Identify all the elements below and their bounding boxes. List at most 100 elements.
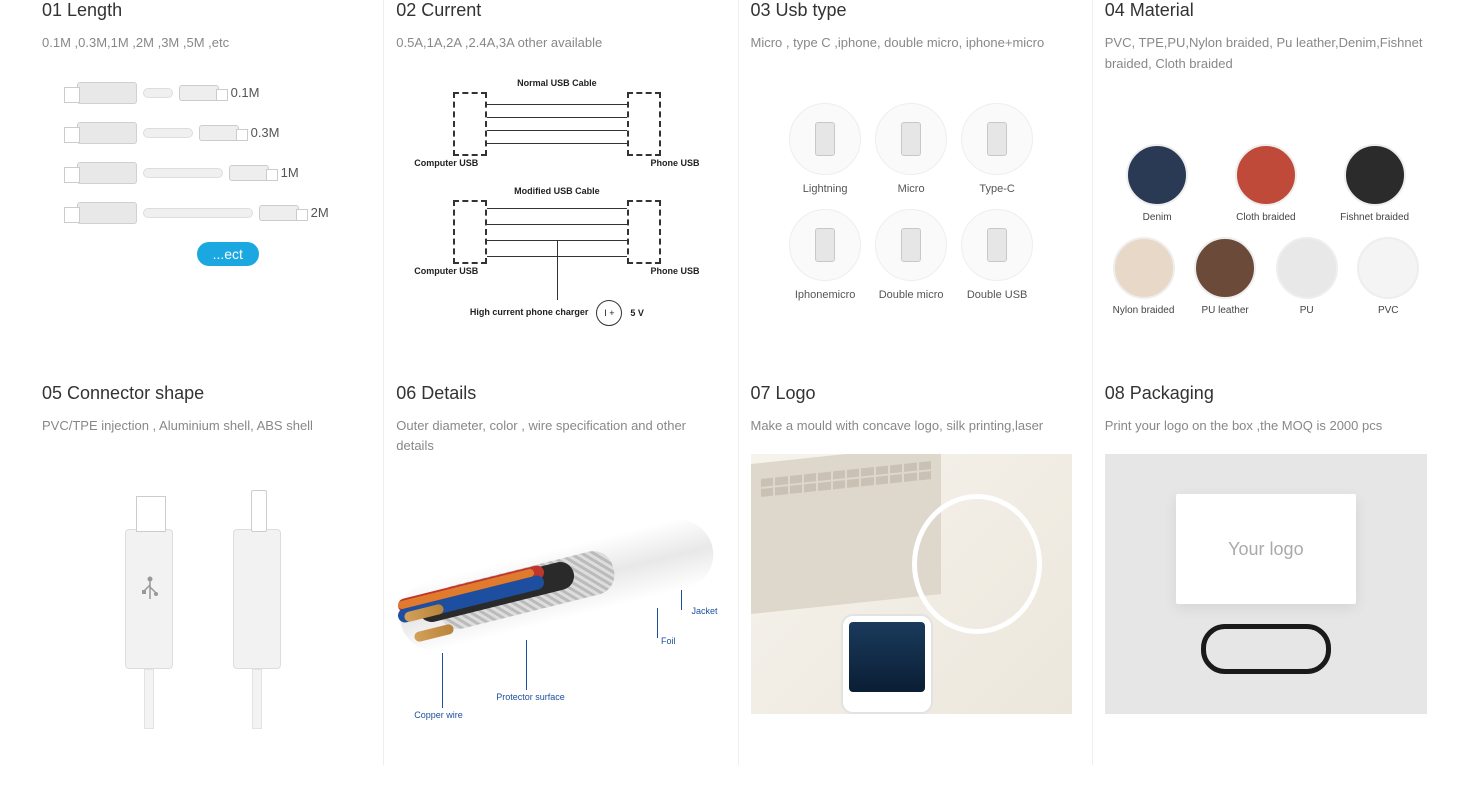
diagram-top-label: Normal USB Cable	[396, 78, 717, 88]
cable-segment	[143, 88, 173, 98]
material-swatch-icon	[1357, 237, 1419, 299]
callout-foil: Foil	[661, 636, 676, 646]
usb-plug-icon	[77, 202, 137, 224]
card-title: 07 Logo	[751, 383, 1072, 404]
usb-connector-icon	[961, 103, 1033, 175]
callout-jacket: Jacket	[691, 606, 717, 616]
callout-copper: Copper wire	[414, 710, 463, 720]
card-length: 01 Length 0.1M ,0.3M,1M ,2M ,3M ,5M ,etc…	[30, 0, 384, 383]
card-packaging: 08 Packaging Print your logo on the box …	[1093, 383, 1447, 766]
material-label: Nylon braided	[1105, 305, 1183, 316]
length-label: 1M	[281, 165, 299, 180]
card-title: 04 Material	[1105, 0, 1427, 21]
card-material: 04 Material PVC, TPE,PU,Nylon braided, P…	[1093, 0, 1447, 383]
card-title: 01 Length	[42, 0, 363, 21]
usb-plug-icon	[77, 122, 137, 144]
usb-type-item: Type-C	[961, 103, 1033, 195]
cable-length-row: 1M	[77, 162, 299, 184]
usb-type-label: Lightning	[789, 183, 861, 195]
card-desc: PVC/TPE injection , Aluminium shell, ABS…	[42, 416, 363, 437]
length-label: 0.1M	[231, 85, 260, 100]
material-item: Cloth braided	[1214, 144, 1319, 223]
card-title: 05 Connector shape	[42, 383, 363, 404]
current-diagram: Normal USB Cable Computer USB Phone USB …	[396, 72, 717, 332]
length-illustration: 0.1M 0.3M 1M 2M ...ect	[42, 72, 363, 332]
details-illustration: Jacket Foil Protector surface Copper wir…	[396, 475, 717, 735]
spec-grid: 01 Length 0.1M ,0.3M,1M ,2M ,3M ,5M ,etc…	[0, 0, 1477, 765]
coiled-cable-icon	[1201, 624, 1331, 674]
material-swatch-icon	[1344, 144, 1406, 206]
usb-type-label: Micro	[875, 183, 947, 195]
material-swatch-icon	[1126, 144, 1188, 206]
material-item: PU leather	[1186, 237, 1264, 316]
card-title: 08 Packaging	[1105, 383, 1427, 404]
material-item: PVC	[1349, 237, 1427, 316]
card-desc: Micro , type C ,iphone, double micro, ip…	[751, 33, 1072, 54]
material-label: Fishnet braided	[1322, 212, 1427, 223]
material-label: PVC	[1349, 305, 1427, 316]
card-title: 06 Details	[396, 383, 717, 404]
card-desc: Print your logo on the box ,the MOQ is 2…	[1105, 416, 1427, 437]
card-details: 06 Details Outer diameter, color , wire …	[384, 383, 738, 766]
usb-connector-icon	[875, 103, 947, 175]
logo-illustration	[751, 454, 1072, 714]
usb-connector-icon	[961, 209, 1033, 281]
cable-segment	[143, 128, 193, 138]
lightning-plug-icon	[179, 85, 219, 101]
material-swatch-icon	[1194, 237, 1256, 299]
etc-badge: ...ect	[197, 242, 259, 266]
material-item: Fishnet braided	[1322, 144, 1427, 223]
usb-connector-icon	[789, 103, 861, 175]
usb-connector-icon	[875, 209, 947, 281]
diagram-left-label: Computer USB	[414, 158, 478, 168]
material-item: Denim	[1105, 144, 1210, 223]
card-title: 03 Usb type	[751, 0, 1072, 21]
cable-length-row: 2M	[77, 202, 329, 224]
diagram-bottom-label: Modified USB Cable	[396, 186, 717, 196]
cable-length-row: 0.1M	[77, 82, 260, 104]
packaging-illustration: Your logo	[1105, 454, 1427, 714]
usb-type-item: Lightning	[789, 103, 861, 195]
material-label: Cloth braided	[1214, 212, 1319, 223]
usb-type-item: Micro	[875, 103, 947, 195]
cable-loop-icon	[912, 494, 1042, 634]
card-connector: 05 Connector shape PVC/TPE injection , A…	[30, 383, 384, 766]
usb-a-connector-icon	[125, 529, 173, 669]
cable-segment	[143, 208, 253, 218]
usb-type-item: Double USB	[961, 209, 1033, 301]
usb-type-item: Iphonemicro	[789, 209, 861, 301]
usb-type-label: Double micro	[875, 289, 947, 301]
package-box-text: Your logo	[1228, 539, 1303, 560]
card-title: 02 Current	[396, 0, 717, 21]
charger-voltage: 5 V	[630, 308, 644, 318]
material-label: PU leather	[1186, 305, 1264, 316]
material-item: PU	[1268, 237, 1346, 316]
card-desc: Outer diameter, color , wire specificati…	[396, 416, 717, 458]
package-box-icon: Your logo	[1176, 494, 1356, 604]
length-label: 0.3M	[251, 125, 280, 140]
material-illustration: Denim Cloth braidedFishnet braided Nylon …	[1105, 93, 1427, 353]
material-item: Nylon braided	[1105, 237, 1183, 316]
lightning-plug-icon	[199, 125, 239, 141]
length-label: 2M	[311, 205, 329, 220]
charger-label: High current phone charger	[470, 307, 589, 318]
cable-segment	[143, 168, 223, 178]
card-logo: 07 Logo Make a mould with concave logo, …	[739, 383, 1093, 766]
material-swatch-icon	[1235, 144, 1297, 206]
card-desc: PVC, TPE,PU,Nylon braided, Pu leather,De…	[1105, 33, 1427, 75]
material-label: PU	[1268, 305, 1346, 316]
diagram-right-label: Phone USB	[650, 158, 699, 168]
card-desc: 0.5A,1A,2A ,2.4A,3A other available	[396, 33, 717, 54]
lightning-plug-icon	[229, 165, 269, 181]
card-usb-type: 03 Usb type Micro , type C ,iphone, doub…	[739, 0, 1093, 383]
usb-plug-icon	[77, 162, 137, 184]
card-desc: Make a mould with concave logo, silk pri…	[751, 416, 1072, 437]
charger-symbol: I +	[596, 300, 622, 326]
usb-type-label: Double USB	[961, 289, 1033, 301]
phone-icon	[841, 614, 933, 714]
usb-plug-icon	[77, 82, 137, 104]
usb-connector-icon	[789, 209, 861, 281]
material-swatch-icon	[1113, 237, 1175, 299]
card-current: 02 Current 0.5A,1A,2A ,2.4A,3A other ava…	[384, 0, 738, 383]
usb-type-label: Iphonemicro	[789, 289, 861, 301]
